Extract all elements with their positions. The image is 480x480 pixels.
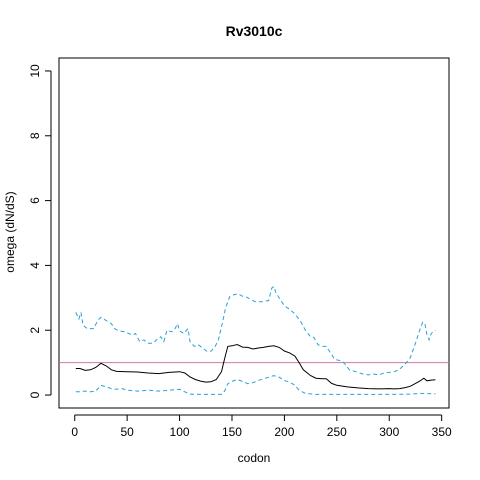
x-tick-label: 200: [274, 425, 294, 439]
y-tick-label: 0: [28, 391, 42, 398]
series-line-lower-bound: [75, 375, 436, 395]
x-tick-label: 0: [71, 425, 78, 439]
series-line-upper-bound: [75, 285, 436, 376]
chart-title: Rv3010c: [226, 23, 283, 39]
x-tick-label: 100: [170, 425, 190, 439]
y-axis: 0 2 4 6 8 10: [28, 64, 52, 398]
series-layer: [75, 285, 436, 395]
x-tick-label: 150: [222, 425, 242, 439]
x-axis-label: codon: [238, 451, 271, 465]
y-axis-label: omega (dN/dS): [3, 191, 17, 272]
plot-frame: [58, 57, 450, 409]
y-tick-label: 2: [28, 327, 42, 334]
y-tick-label: 4: [28, 262, 42, 269]
y-tick-label: 6: [28, 197, 42, 204]
x-axis: 0 50 100 150 200 250 300 350: [71, 414, 452, 439]
y-tick-label: 8: [28, 132, 42, 139]
y-tick-label: 10: [28, 64, 42, 78]
x-tick-label: 50: [120, 425, 134, 439]
x-tick-label: 300: [379, 425, 399, 439]
series-line-estimate: [75, 343, 436, 390]
x-tick-label: 250: [327, 425, 347, 439]
x-tick-label: 350: [432, 425, 452, 439]
